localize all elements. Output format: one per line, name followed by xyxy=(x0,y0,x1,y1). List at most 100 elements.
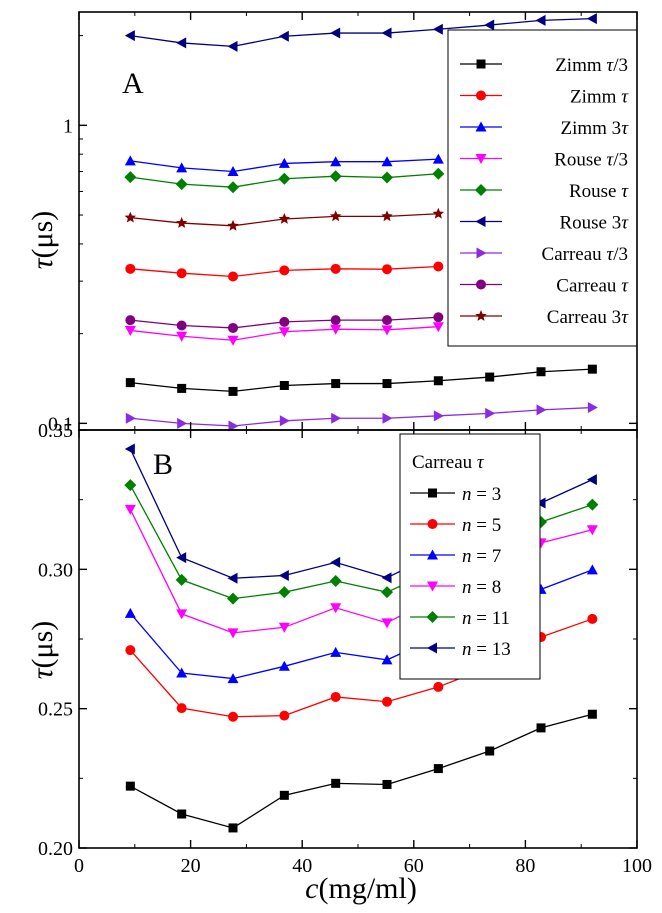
panel-b-y-tick-label: 0.25 xyxy=(38,699,73,721)
panel-a-legend-zimm-tau-label: Zimm τ xyxy=(570,87,629,108)
panel-b-legend-n-5-marker xyxy=(427,519,438,529)
panel-a-series-rouse-tau-3-point xyxy=(278,327,290,338)
panel-a-legend-rouse-3tau-marker xyxy=(475,216,486,227)
panel-b-series-n-11-point xyxy=(124,479,137,492)
panel-a-series-carreau-tau-3-point xyxy=(587,402,598,414)
panel-a-series-rouse-tau-point xyxy=(175,178,188,191)
panel-a-series-zimm-tau-3-point xyxy=(177,383,187,393)
panel-a-series-zimm-tau-3-point xyxy=(331,379,341,389)
panel-a-series-zimm-tau-3-point xyxy=(228,386,238,396)
panel-a-series-rouse-tau-3-point xyxy=(227,335,239,346)
panel-b-series-n-8-point xyxy=(278,622,290,633)
x-axis-title: c(mg/ml) xyxy=(305,872,417,905)
panel-a-series-zimm-tau-point xyxy=(279,265,290,276)
panel-a-series-zimm-tau-3-point xyxy=(536,367,546,377)
panel-a-series-zimm-tau-point xyxy=(125,263,136,274)
panel-a-series-carreau-tau-point xyxy=(382,315,393,326)
panel-a-series-rouse-3tau-point xyxy=(124,30,135,42)
panel-a-legend-zimm-tau-3-label: Zimm τ/3 xyxy=(555,55,628,76)
panel-b-legend-n-8-label: n = 8 xyxy=(462,577,501,598)
panel-a-series-rouse-tau-point xyxy=(227,181,240,194)
panel-a-legend-carreau-3tau-marker xyxy=(475,310,487,321)
panel-a-series-carreau-tau-3-line xyxy=(130,406,593,427)
panel-a-series-carreau-tau-point xyxy=(433,312,444,323)
panel-b-series-n-3-point xyxy=(279,790,289,800)
panel-a-legend-carreau-3tau-label: Carreau 3τ xyxy=(547,307,629,328)
panel-b-series-n-7-point xyxy=(330,646,342,657)
panel-a-legend-zimm-3tau-marker xyxy=(475,121,487,132)
panel-b-series-n-3-point xyxy=(536,723,546,733)
panel-b-x-tick-label: 80 xyxy=(515,855,535,877)
panel-a: 0.1 1 A Zimm τ/3 Zimm τ Zimm 3τ Rouse τ/3 Rou… xyxy=(48,12,638,435)
panel-a-series-carreau-tau-point xyxy=(279,316,290,327)
panel-b-series-n-11-point xyxy=(329,575,342,588)
panel-b-series-n-5-point xyxy=(382,696,393,707)
panel-b-series-n-3-point xyxy=(228,823,238,833)
panel-b-legend-n-11-label: n = 11 xyxy=(462,608,510,629)
panel-b-series-n-3-point xyxy=(382,779,392,789)
panel-a-series-zimm-3tau-point xyxy=(227,165,239,176)
panel-b-legend-n-3-label: n = 3 xyxy=(462,484,501,505)
panel-b-series-n-3-point xyxy=(587,709,597,719)
panel-b-series-n-5-point xyxy=(433,681,444,692)
panel-a-series-rouse-tau-3-point xyxy=(124,325,136,336)
panel-a-legend-zimm-3tau-label: Zimm 3τ xyxy=(560,118,629,139)
panel-b-series-n-3-point xyxy=(433,764,443,774)
panel-a-series-zimm-tau-3-point xyxy=(382,379,392,389)
panel-a-series-carreau-3tau-point xyxy=(432,207,445,219)
panel-a-series-zimm-3tau-point xyxy=(432,153,444,164)
panel-a-series-rouse-tau-point xyxy=(329,170,342,183)
panel-b-label: B xyxy=(153,448,173,481)
panel-a-series-zimm-tau-point xyxy=(228,271,239,282)
panel-b-series-n-8-point xyxy=(330,603,342,614)
panel-b-legend-n-5-label: n = 5 xyxy=(462,515,501,536)
panel-b-legend-n-3-marker xyxy=(428,488,437,498)
panel-b-x-tick-label: 60 xyxy=(404,855,424,877)
panel-b-legend-title: Carreau τ xyxy=(412,452,485,473)
panel-a-series-rouse-3tau-point xyxy=(278,30,289,42)
panel-b-series-n-11-point xyxy=(278,586,291,599)
panel-b-series-n-13-point xyxy=(586,474,597,486)
panel-a-series-rouse-tau-point xyxy=(278,172,291,185)
panel-b-x-tick-label: 20 xyxy=(181,855,201,877)
panel-b-series-n-5-point xyxy=(228,711,239,722)
panel-a-series-carreau-tau-3-point xyxy=(331,412,342,424)
panel-a-legend-rouse-tau-label: Rouse τ xyxy=(569,181,629,202)
panel-b-series-n-13-point xyxy=(278,569,289,581)
panel-a-series-rouse-3tau-point xyxy=(227,40,238,52)
panel-a-series-carreau-tau-point xyxy=(228,322,239,333)
panel-b-series-n-13-point xyxy=(227,572,238,584)
panel-a-series-carreau-tau-3-point xyxy=(382,412,393,424)
panel-a-series-rouse-3tau-point xyxy=(432,23,443,35)
panel-b-x-tick-label: 0 xyxy=(74,855,84,877)
panel-a-series-rouse-tau-3-point xyxy=(176,331,188,342)
panel-a-series-zimm-3tau-point xyxy=(124,155,136,166)
panel-b-series-n-3-point xyxy=(177,809,187,819)
panel-a-series-zimm-tau-3-point xyxy=(279,380,289,390)
panel-a-series-carreau-3tau-point xyxy=(278,212,291,224)
panel-b-legend-n-11-marker xyxy=(426,611,439,623)
panel-a-legend-rouse-3tau-label: Rouse 3τ xyxy=(559,213,629,234)
panel-a-series-rouse-3tau-point xyxy=(330,27,341,39)
panel-b-series-n-3-point xyxy=(331,778,341,788)
panel-a-series-carreau-tau-3-point xyxy=(279,415,290,427)
panel-b-series-n-8-point xyxy=(124,504,136,515)
panel-b-series-n-5-point xyxy=(587,613,598,624)
panel-a-series-zimm-tau-3-point xyxy=(125,378,135,388)
panel-a-legend-carreau-tau-marker xyxy=(476,279,486,290)
panel-b-series-n-3-line xyxy=(130,713,593,829)
panel-b-series-n-13-point xyxy=(124,443,135,455)
panel-a-series-carreau-3tau-point xyxy=(329,210,342,222)
panel-a-series-rouse-tau-3-point xyxy=(432,322,444,333)
panel-a-legend-carreau-tau-3-label: Carreau τ/3 xyxy=(542,244,628,265)
panel-a-series-zimm-tau-point xyxy=(330,263,341,274)
panel-b-series-n-8-point xyxy=(176,609,188,620)
panel-b: 0.20 0.25 0.30 0.35 0 20 40 60 80 100 B Carreau τ… xyxy=(38,420,652,877)
panel-b-series-n-11-point xyxy=(175,573,188,586)
panel-a-series-rouse-tau-3-point xyxy=(330,324,342,335)
panel-a-legend-rouse-tau-marker xyxy=(475,184,487,196)
panel-a-series-zimm-3tau-point xyxy=(381,156,393,167)
panel-b-series-n-13-point xyxy=(176,552,187,564)
panel-b-x-tick-label: 100 xyxy=(622,855,652,877)
panel-a-label: A xyxy=(122,67,144,100)
